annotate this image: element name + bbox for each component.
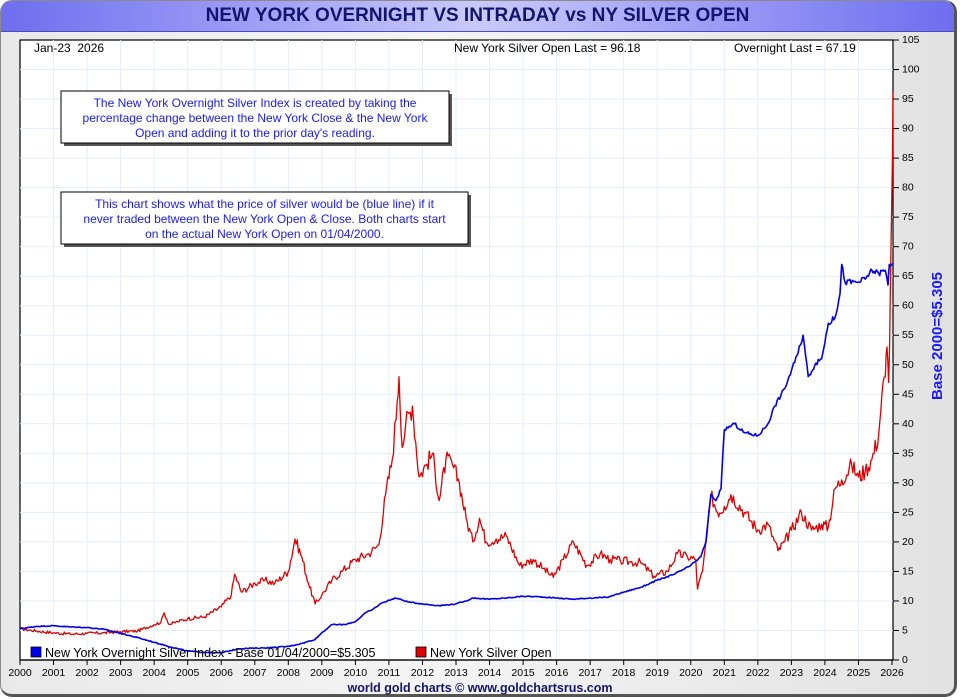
annotation-line: never traded between the New York Open &… [83, 212, 446, 226]
annotation-box: This chart shows what the price of silve… [60, 191, 471, 247]
y-tick-label: 80 [902, 182, 914, 194]
y-tick-label: 30 [902, 477, 914, 489]
chart-title: NEW YORK OVERNIGHT VS INTRADAY vs NY SIL… [205, 5, 750, 26]
series-lines [19, 92, 894, 654]
y-tick-label: 75 [902, 211, 914, 223]
y-tick-label: 10 [902, 595, 914, 607]
annotation-line: on the actual New York Open on 01/04/200… [145, 227, 384, 241]
x-tick-label: 2003 [109, 667, 133, 679]
y-tick-label: 105 [902, 34, 920, 46]
x-tick-label: 2015 [511, 667, 535, 679]
x-tick-label: 2018 [612, 667, 636, 679]
y-axis: 0 5 10 15 20 25 30 35 40 45 50 55 60 65 70 75 80 85 90 95 10… [893, 34, 920, 666]
y-tick-label: 85 [902, 152, 914, 164]
legend-label-red: New York Silver Open [430, 646, 552, 660]
x-tick-label: 2000 [8, 667, 32, 679]
x-tick-label: 2010 [344, 667, 368, 679]
x-tick-label: 2026 [880, 667, 904, 679]
x-axis: 2000 2001 2002 2003 2004 2005 2006 2007 2008 2009… [8, 659, 904, 679]
y-tick-label: 35 [902, 447, 914, 459]
x-tick-label: 2025 [847, 667, 871, 679]
annotation-line: percentage change between the New York C… [83, 111, 429, 125]
y-tick-label: 65 [902, 270, 914, 282]
x-tick-label: 2008 [277, 667, 301, 679]
annotation-line: This chart shows what the price of silve… [95, 197, 434, 211]
x-tick-label: 2016 [545, 667, 569, 679]
legend: New York Overnight Silver Index - Base 0… [30, 646, 552, 660]
y-tick-label: 50 [902, 359, 914, 371]
series-line-silver-open [19, 92, 894, 636]
annotation-line: Open and adding it to the prior day's re… [135, 126, 375, 140]
title-bar: NEW YORK OVERNIGHT VS INTRADAY vs NY SIL… [1, 1, 954, 32]
x-tick-label: 2005 [176, 667, 200, 679]
annotation-line: The New York Overnight Silver Index is c… [94, 96, 417, 110]
x-tick-label: 2014 [478, 667, 502, 679]
y-tick-label: 45 [902, 388, 914, 400]
y-tick-label: 5 [902, 624, 908, 636]
x-tick-label: 2013 [444, 667, 468, 679]
y-tick-label: 100 [902, 64, 920, 76]
x-tick-label: 2009 [310, 667, 334, 679]
series-line-overnight-index [19, 262, 894, 654]
y-tick-label: 95 [902, 93, 914, 105]
annotation-box: The New York Overnight Silver Index is c… [60, 90, 452, 146]
footer-credit: world gold charts © www.goldchartsrus.co… [347, 681, 613, 695]
date-label: Jan-23 2026 [34, 41, 104, 55]
x-tick-label: 2024 [813, 667, 837, 679]
x-tick-label: 2022 [746, 667, 770, 679]
legend-swatch-red [415, 646, 427, 658]
y-tick-label: 20 [902, 536, 914, 548]
y-tick-label: 25 [902, 506, 914, 518]
x-tick-label: 2023 [780, 667, 804, 679]
y-tick-label: 55 [902, 329, 914, 341]
x-tick-label: 2020 [679, 667, 703, 679]
x-tick-label: 2001 [42, 667, 66, 679]
x-tick-label: 2012 [411, 667, 435, 679]
y-axis-label-right: Base 2000=$5.305 [929, 272, 946, 400]
x-tick-label: 2006 [210, 667, 234, 679]
annotation-background [60, 90, 450, 144]
legend-swatch-blue [30, 646, 42, 658]
x-tick-label: 2021 [713, 667, 737, 679]
y-tick-label: 60 [902, 300, 914, 312]
x-tick-label: 2007 [243, 667, 267, 679]
y-tick-label: 90 [902, 123, 914, 135]
y-tick-label: 40 [902, 418, 914, 430]
x-tick-label: 2017 [578, 667, 602, 679]
y-tick-label: 70 [902, 241, 914, 253]
x-tick-label: 2019 [646, 667, 670, 679]
x-tick-label: 2002 [75, 667, 99, 679]
y-tick-label: 15 [902, 565, 914, 577]
x-tick-label: 2011 [378, 667, 401, 679]
x-tick-label: 2004 [142, 667, 166, 679]
annotation-background [60, 191, 469, 245]
silver-open-last-readout: New York Silver Open Last = 96.18 [454, 41, 641, 55]
annotations: The New York Overnight Silver Index is c… [60, 90, 471, 247]
legend-label-blue: New York Overnight Silver Index - Base 0… [45, 646, 375, 660]
overnight-last-readout: Overnight Last = 67.19 [734, 41, 856, 55]
y-tick-label: 0 [902, 654, 908, 666]
